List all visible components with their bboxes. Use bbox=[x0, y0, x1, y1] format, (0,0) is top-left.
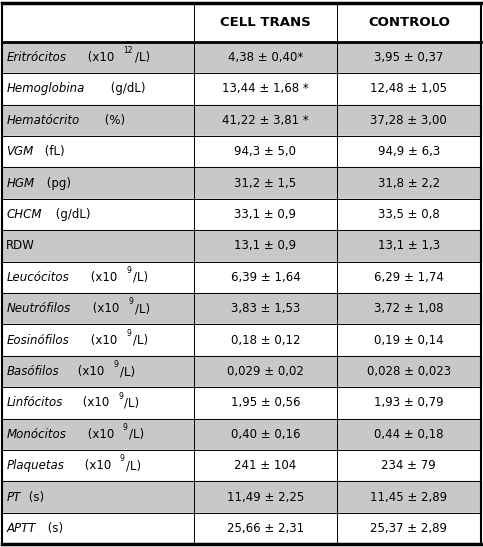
Text: (x10: (x10 bbox=[84, 51, 114, 64]
Text: 3,95 ± 0,37: 3,95 ± 0,37 bbox=[374, 51, 443, 64]
Text: 31,2 ± 1,5: 31,2 ± 1,5 bbox=[234, 177, 297, 190]
Text: Plaquetas: Plaquetas bbox=[6, 459, 64, 472]
Text: (x10: (x10 bbox=[87, 334, 117, 347]
Text: (g/dL): (g/dL) bbox=[107, 83, 146, 95]
Text: Neutrófilos: Neutrófilos bbox=[6, 302, 71, 315]
Text: /L): /L) bbox=[135, 51, 150, 64]
Text: 12,48 ± 1,05: 12,48 ± 1,05 bbox=[370, 83, 447, 95]
Text: 13,1 ± 0,9: 13,1 ± 0,9 bbox=[234, 240, 297, 252]
Text: 1,93 ± 0,79: 1,93 ± 0,79 bbox=[374, 397, 444, 409]
Text: CHCM: CHCM bbox=[6, 208, 42, 221]
Text: 1,95 ± 0,56: 1,95 ± 0,56 bbox=[231, 397, 300, 409]
Text: 41,22 ± 3,81 *: 41,22 ± 3,81 * bbox=[222, 114, 309, 127]
Text: 0,40 ± 0,16: 0,40 ± 0,16 bbox=[231, 428, 300, 441]
Text: 9: 9 bbox=[113, 360, 118, 369]
Text: (x10: (x10 bbox=[89, 302, 119, 315]
Text: Leucócitos: Leucócitos bbox=[6, 271, 69, 284]
Text: 33,1 ± 0,9: 33,1 ± 0,9 bbox=[234, 208, 297, 221]
Text: (s): (s) bbox=[44, 522, 63, 535]
Text: 9: 9 bbox=[120, 455, 125, 463]
Text: 6,39 ± 1,64: 6,39 ± 1,64 bbox=[230, 271, 300, 284]
Text: 33,5 ± 0,8: 33,5 ± 0,8 bbox=[378, 208, 440, 221]
Text: (g/dL): (g/dL) bbox=[52, 208, 91, 221]
Text: RDW: RDW bbox=[6, 240, 35, 252]
Text: (fL): (fL) bbox=[42, 145, 65, 158]
Text: PT: PT bbox=[6, 491, 21, 504]
Text: 0,028 ± 0,023: 0,028 ± 0,023 bbox=[367, 365, 451, 378]
Text: (x10: (x10 bbox=[74, 365, 104, 378]
Text: (x10: (x10 bbox=[79, 397, 109, 409]
Text: Basófilos: Basófilos bbox=[6, 365, 59, 378]
Text: 25,37 ± 2,89: 25,37 ± 2,89 bbox=[370, 522, 447, 535]
Text: APTT: APTT bbox=[6, 522, 36, 535]
Text: 234 ± 79: 234 ± 79 bbox=[382, 459, 436, 472]
Text: 11,45 ± 2,89: 11,45 ± 2,89 bbox=[370, 491, 447, 504]
Text: VGM: VGM bbox=[6, 145, 33, 158]
Text: (s): (s) bbox=[25, 491, 44, 504]
Text: Monócitos: Monócitos bbox=[6, 428, 66, 441]
Text: 25,66 ± 2,31: 25,66 ± 2,31 bbox=[227, 522, 304, 535]
Text: 241 ± 104: 241 ± 104 bbox=[234, 459, 297, 472]
Text: 9: 9 bbox=[126, 329, 131, 337]
Text: 9: 9 bbox=[118, 392, 123, 400]
Text: 3,83 ± 1,53: 3,83 ± 1,53 bbox=[231, 302, 300, 315]
Text: 0,029 ± 0,02: 0,029 ± 0,02 bbox=[227, 365, 304, 378]
Text: 6,29 ± 1,74: 6,29 ± 1,74 bbox=[374, 271, 444, 284]
Text: /L): /L) bbox=[132, 271, 148, 284]
Text: (pg): (pg) bbox=[43, 177, 71, 190]
Text: 9: 9 bbox=[123, 423, 128, 432]
Text: /L): /L) bbox=[134, 302, 150, 315]
Text: /L): /L) bbox=[132, 334, 148, 347]
Text: /L): /L) bbox=[124, 397, 140, 409]
Text: 0,44 ± 0,18: 0,44 ± 0,18 bbox=[374, 428, 443, 441]
Text: 0,19 ± 0,14: 0,19 ± 0,14 bbox=[374, 334, 444, 347]
Text: /L): /L) bbox=[129, 428, 144, 441]
Text: 9: 9 bbox=[126, 266, 131, 275]
Text: Hemoglobina: Hemoglobina bbox=[6, 83, 85, 95]
Text: 0,18 ± 0,12: 0,18 ± 0,12 bbox=[231, 334, 300, 347]
Text: CONTROLO: CONTROLO bbox=[368, 16, 450, 29]
Text: CELL TRANS: CELL TRANS bbox=[220, 16, 311, 29]
Text: (x10: (x10 bbox=[81, 459, 111, 472]
Text: 9: 9 bbox=[128, 297, 133, 306]
Text: 37,28 ± 3,00: 37,28 ± 3,00 bbox=[370, 114, 447, 127]
Text: (x10: (x10 bbox=[87, 271, 117, 284]
Text: 94,9 ± 6,3: 94,9 ± 6,3 bbox=[378, 145, 440, 158]
Text: /L): /L) bbox=[126, 459, 142, 472]
Text: (x10: (x10 bbox=[84, 428, 114, 441]
Text: 13,1 ± 1,3: 13,1 ± 1,3 bbox=[378, 240, 440, 252]
Text: Eritrócitos: Eritrócitos bbox=[6, 51, 66, 64]
Text: Hematócrito: Hematócrito bbox=[6, 114, 80, 127]
Text: Eosinófilos: Eosinófilos bbox=[6, 334, 69, 347]
Text: (%): (%) bbox=[101, 114, 125, 127]
Text: HGM: HGM bbox=[6, 177, 34, 190]
Text: 3,72 ± 1,08: 3,72 ± 1,08 bbox=[374, 302, 443, 315]
Text: 31,8 ± 2,2: 31,8 ± 2,2 bbox=[378, 177, 440, 190]
Text: 94,3 ± 5,0: 94,3 ± 5,0 bbox=[234, 145, 297, 158]
Text: Linfócitos: Linfócitos bbox=[6, 397, 63, 409]
Text: 12: 12 bbox=[123, 46, 132, 55]
Text: /L): /L) bbox=[119, 365, 135, 378]
Text: 11,49 ± 2,25: 11,49 ± 2,25 bbox=[227, 491, 304, 504]
Text: 13,44 ± 1,68 *: 13,44 ± 1,68 * bbox=[222, 83, 309, 95]
Text: 4,38 ± 0,40*: 4,38 ± 0,40* bbox=[228, 51, 303, 64]
